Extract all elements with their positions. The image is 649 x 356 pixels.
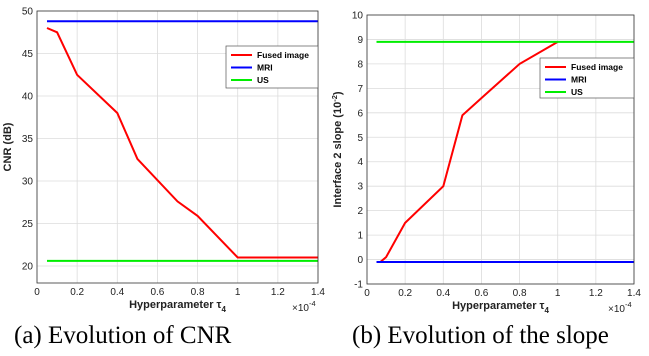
x-tick-label: 0.6	[150, 287, 164, 298]
y-tick-label: 50	[22, 7, 34, 18]
legend-label: Fused image	[571, 62, 623, 72]
x-axis-label-text: Hyperparameter τ	[129, 299, 221, 311]
x-axis-label-subscript: 4	[221, 305, 226, 314]
chart-slope: 0 0.2 0.4 0.6 0.8 1 1.2 1.4-1012345678910Fused …	[330, 11, 641, 316]
y-tick-label: 0	[357, 255, 363, 266]
y-tick-label: 45	[22, 49, 34, 60]
y-axis-label-text: CNR (dB)	[2, 122, 14, 171]
x-axis-label-subscript: 4	[544, 306, 549, 315]
y-tick-label: 9	[357, 35, 363, 46]
x-tick-label: 0.2	[70, 287, 84, 298]
x-tick-label: 1	[235, 287, 241, 298]
legend-label: MRI	[257, 63, 273, 73]
y-axis-label: Interface 2 slope (10-2)	[330, 91, 344, 207]
x-tick-label: 1.4	[311, 287, 325, 298]
y-tick-label: 4	[357, 157, 363, 168]
axes-box	[366, 14, 635, 285]
legend-label: US	[257, 75, 269, 85]
y-tick-label: 7	[357, 84, 363, 95]
x-axis-multiplier: ×10-4	[608, 300, 632, 315]
y-axis-label-exponent: -2	[330, 95, 339, 102]
x-tick-label: 1	[555, 288, 561, 299]
x-axis-label-text: Hyperparameter τ	[452, 300, 544, 312]
series-line-fused-image	[46, 27, 318, 259]
x-tick-label: 0.8	[513, 288, 527, 299]
legend-label: US	[571, 87, 583, 97]
x-axis-multiplier: ×10-4	[292, 299, 316, 314]
x-tick-label: 0	[364, 288, 370, 299]
axes-box	[36, 10, 319, 284]
x-tick-label: 0.6	[474, 288, 488, 299]
x-tick-label: 0.2	[398, 288, 412, 299]
x-multiplier-exponent: -4	[625, 300, 632, 309]
y-tick-label: 5	[357, 133, 363, 144]
caption-slope: (b) Evolution of the slope	[352, 322, 609, 349]
y-tick-label: 40	[22, 92, 34, 103]
x-axis-label: Hyperparameter τ4	[452, 300, 549, 315]
y-tick-label: 35	[22, 134, 34, 145]
y-tick-label: 6	[357, 108, 363, 119]
x-multiplier-exponent: -4	[309, 299, 316, 308]
y-tick-label: 3	[357, 182, 363, 193]
y-axis-label-text: Interface 2 slope (10	[332, 102, 344, 208]
x-tick-label: 0.4	[436, 288, 450, 299]
x-tick-label: 0	[34, 287, 40, 298]
x-tick-label: 0.4	[110, 287, 124, 298]
y-tick-label: 2	[357, 206, 363, 217]
x-tick-label: 1.2	[589, 288, 603, 299]
y-tick-label: 30	[22, 177, 34, 188]
y-tick-label: 25	[22, 219, 34, 230]
y-tick-label: 20	[22, 262, 34, 273]
x-multiplier-base: ×10	[292, 303, 309, 314]
legend-label: Fused image	[257, 50, 309, 60]
x-tick-label: 1.4	[627, 288, 641, 299]
chart-cnr: 0 0.2 0.4 0.6 0.8 1 1.2 1.4 20 25 30 35 40 45 50 Fused …	[2, 7, 325, 315]
x-tick-label: 1.2	[271, 287, 285, 298]
y-axis-label: CNR (dB)	[2, 122, 14, 171]
y-tick-label: -1	[354, 280, 363, 291]
x-axis-label: Hyperparameter τ4	[129, 299, 226, 314]
caption-cnr: (a) Evolution of CNR	[14, 322, 232, 349]
plot-area	[367, 15, 634, 284]
y-axis-label-end: )	[332, 91, 344, 95]
x-tick-label: 0.8	[191, 287, 205, 298]
series-line-fused-image	[379, 41, 559, 263]
legend-label: MRI	[571, 75, 587, 85]
y-tick-label: 8	[357, 59, 363, 70]
x-multiplier-base: ×10	[608, 304, 625, 315]
y-tick-label: 10	[352, 11, 364, 22]
y-tick-label: 1	[357, 231, 363, 242]
